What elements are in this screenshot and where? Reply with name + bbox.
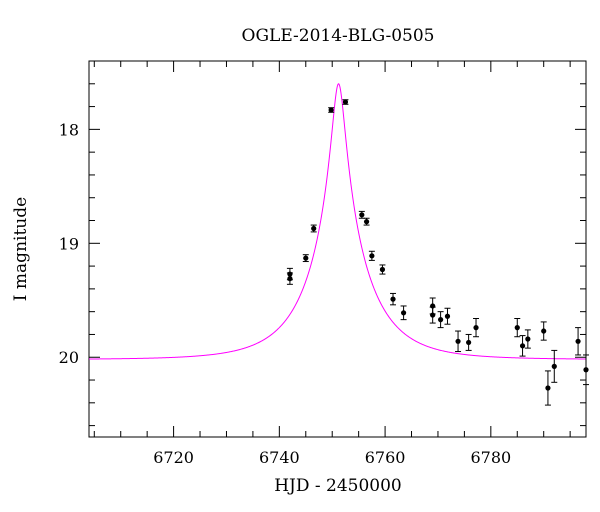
axis-ticks	[89, 60, 586, 437]
point-marker	[525, 336, 531, 342]
data-point	[583, 354, 589, 386]
data-point	[400, 305, 407, 321]
data-point	[286, 272, 293, 285]
point-marker	[514, 325, 520, 331]
data-point	[551, 349, 558, 383]
point-marker	[541, 328, 547, 334]
chart-title: OGLE-2014-BLG-0505	[242, 26, 435, 46]
data-point	[524, 329, 531, 349]
x-tick-label: 6760	[365, 448, 406, 467]
point-marker	[575, 338, 581, 344]
plot-area: 6720 6740 6760 6780 18 19 20	[59, 60, 589, 467]
point-marker	[430, 312, 436, 318]
point-marker	[311, 225, 317, 232]
data-point	[540, 321, 547, 341]
point-marker	[287, 276, 293, 282]
data-point	[358, 210, 365, 219]
data-point	[379, 264, 386, 275]
data-point	[368, 250, 375, 261]
point-marker	[583, 367, 589, 373]
data-point	[363, 217, 370, 226]
data-point	[390, 292, 397, 306]
data-point	[575, 327, 582, 356]
point-marker	[390, 296, 396, 302]
x-tick-label: 6720	[153, 448, 194, 467]
point-marker	[438, 317, 444, 323]
data-points	[286, 99, 589, 406]
point-marker	[545, 385, 551, 391]
model-curve	[88, 83, 586, 360]
data-point	[310, 224, 317, 233]
data-point	[519, 335, 526, 357]
point-marker	[359, 212, 365, 218]
data-point	[473, 318, 480, 338]
data-point	[465, 333, 472, 351]
data-point	[455, 330, 462, 353]
x-tick-label: 6740	[259, 448, 300, 467]
point-marker	[328, 107, 334, 113]
point-marker	[551, 363, 557, 369]
point-marker	[466, 339, 472, 346]
point-marker	[473, 325, 479, 331]
point-marker	[363, 219, 370, 225]
y-tick-label: 18	[59, 120, 79, 139]
point-marker	[519, 343, 526, 349]
data-point	[328, 107, 335, 113]
plot-frame	[88, 60, 587, 438]
data-point	[342, 99, 349, 105]
tick-labels: 6720 6740 6760 6780 18 19 20	[59, 120, 512, 467]
y-axis-label: I magnitude	[11, 197, 31, 301]
data-point	[444, 307, 451, 325]
point-marker	[444, 313, 451, 319]
point-marker	[455, 338, 461, 344]
point-marker	[303, 255, 309, 261]
x-axis-label: HJD - 2450000	[274, 476, 402, 496]
data-point	[302, 254, 309, 263]
data-point	[437, 311, 444, 329]
data-point	[429, 306, 436, 324]
point-marker	[400, 310, 407, 316]
data-point	[544, 370, 551, 406]
data-point	[514, 318, 521, 338]
x-tick-label: 6780	[470, 448, 511, 467]
point-marker	[379, 266, 386, 273]
point-marker	[342, 99, 349, 105]
point-marker	[369, 253, 375, 259]
y-tick-label: 19	[59, 234, 79, 253]
y-tick-label: 20	[59, 348, 79, 367]
